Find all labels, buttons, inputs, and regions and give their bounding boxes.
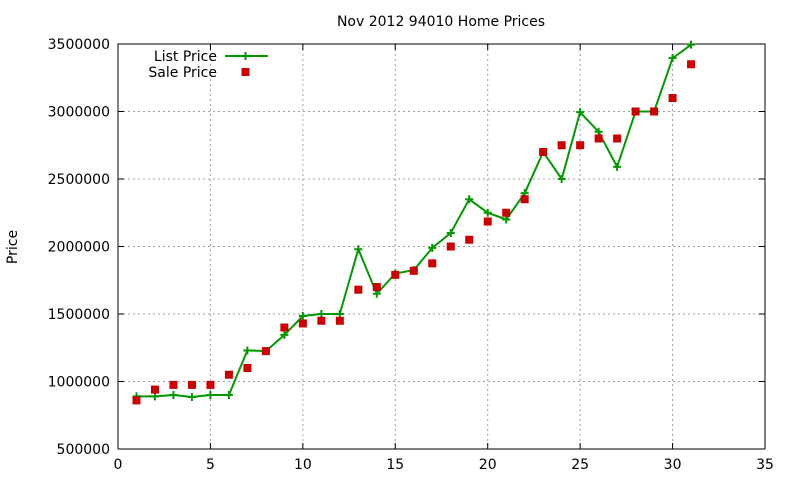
point-sale-price bbox=[150, 385, 159, 394]
legend-marker-sale-price bbox=[241, 68, 250, 76]
point-sale-price bbox=[261, 347, 270, 356]
point-sale-price bbox=[372, 283, 381, 291]
y-tick-label: 500000 bbox=[57, 442, 110, 458]
point-sale-price bbox=[354, 285, 363, 294]
point-sale-price bbox=[557, 141, 566, 150]
y-tick-label: 1500000 bbox=[48, 307, 110, 323]
point-list-price bbox=[483, 208, 492, 217]
axis-ticks bbox=[117, 43, 766, 450]
x-tick-label: 5 bbox=[206, 457, 215, 473]
x-tick-label: 20 bbox=[479, 457, 497, 473]
point-sale-price bbox=[539, 148, 548, 156]
y-tick-label: 3000000 bbox=[48, 105, 110, 121]
point-list-price bbox=[446, 229, 455, 237]
point-sale-price bbox=[483, 217, 492, 226]
plot-frame bbox=[117, 43, 766, 450]
point-sale-price bbox=[650, 107, 659, 116]
point-sale-price bbox=[428, 259, 437, 268]
point-list-price bbox=[354, 245, 363, 254]
point-sale-price bbox=[187, 380, 196, 389]
y-tick-label: 3500000 bbox=[48, 37, 110, 53]
tick-labels: 0 5 10 15 20 25 30 35 500000 1000000 1500000 200000… bbox=[48, 37, 774, 473]
point-sale-price bbox=[206, 380, 215, 389]
grid-lines bbox=[118, 44, 765, 449]
data-series bbox=[132, 40, 696, 405]
legend-marker-list-price bbox=[241, 52, 250, 60]
point-sale-price bbox=[613, 134, 622, 143]
point-list-price bbox=[613, 162, 622, 171]
point-sale-price bbox=[465, 235, 474, 244]
point-list-price bbox=[224, 391, 233, 399]
chart-title: Nov 2012 94010 Home Prices bbox=[337, 14, 545, 30]
point-sale-price bbox=[594, 134, 603, 143]
point-sale-price bbox=[317, 316, 326, 325]
point-list-price bbox=[428, 243, 437, 252]
point-sale-price bbox=[687, 60, 696, 69]
point-sale-price bbox=[132, 396, 141, 405]
point-list-price bbox=[243, 346, 252, 355]
point-sale-price bbox=[502, 208, 511, 217]
point-sale-price bbox=[520, 195, 529, 204]
point-sale-price bbox=[169, 380, 178, 389]
point-list-price bbox=[150, 392, 159, 401]
legend: List Price Sale Price bbox=[148, 49, 268, 81]
series-line-list-price bbox=[136, 43, 692, 399]
point-list-price bbox=[187, 393, 196, 402]
point-sale-price bbox=[243, 364, 252, 372]
point-list-price bbox=[372, 289, 381, 298]
y-axis-label: Price bbox=[5, 230, 21, 264]
point-list-price bbox=[594, 127, 603, 136]
point-list-price bbox=[169, 391, 178, 399]
y-tick-label: 2000000 bbox=[48, 240, 110, 256]
point-sale-price bbox=[335, 316, 344, 325]
y-tick-label: 1000000 bbox=[48, 375, 110, 391]
x-tick-label: 30 bbox=[664, 457, 682, 473]
point-sale-price bbox=[631, 107, 640, 116]
point-list-price bbox=[298, 312, 307, 321]
x-tick-label: 35 bbox=[756, 457, 774, 473]
point-list-price bbox=[206, 391, 215, 399]
point-list-price bbox=[465, 195, 474, 204]
point-list-price bbox=[335, 310, 344, 318]
point-list-price bbox=[687, 40, 696, 49]
point-sale-price bbox=[298, 319, 307, 328]
point-list-price bbox=[502, 215, 511, 224]
point-list-price bbox=[280, 330, 289, 339]
point-list-price bbox=[668, 54, 677, 63]
point-list-price bbox=[317, 310, 326, 318]
point-sale-price bbox=[668, 94, 677, 102]
point-list-price bbox=[576, 108, 585, 117]
point-sale-price bbox=[280, 323, 289, 332]
x-tick-label: 10 bbox=[294, 457, 312, 473]
point-sale-price bbox=[446, 242, 455, 251]
point-sale-price bbox=[391, 270, 400, 279]
point-sale-price bbox=[409, 266, 418, 275]
y-tick-label: 2500000 bbox=[48, 172, 110, 188]
point-sale-price bbox=[224, 370, 233, 379]
x-tick-label: 0 bbox=[114, 457, 123, 473]
legend-label-list-price: List Price bbox=[154, 49, 217, 65]
x-tick-label: 25 bbox=[571, 457, 589, 473]
legend-label-sale-price: Sale Price bbox=[148, 65, 217, 81]
point-list-price bbox=[557, 175, 566, 183]
x-tick-label: 15 bbox=[386, 457, 404, 473]
point-sale-price bbox=[576, 141, 585, 150]
